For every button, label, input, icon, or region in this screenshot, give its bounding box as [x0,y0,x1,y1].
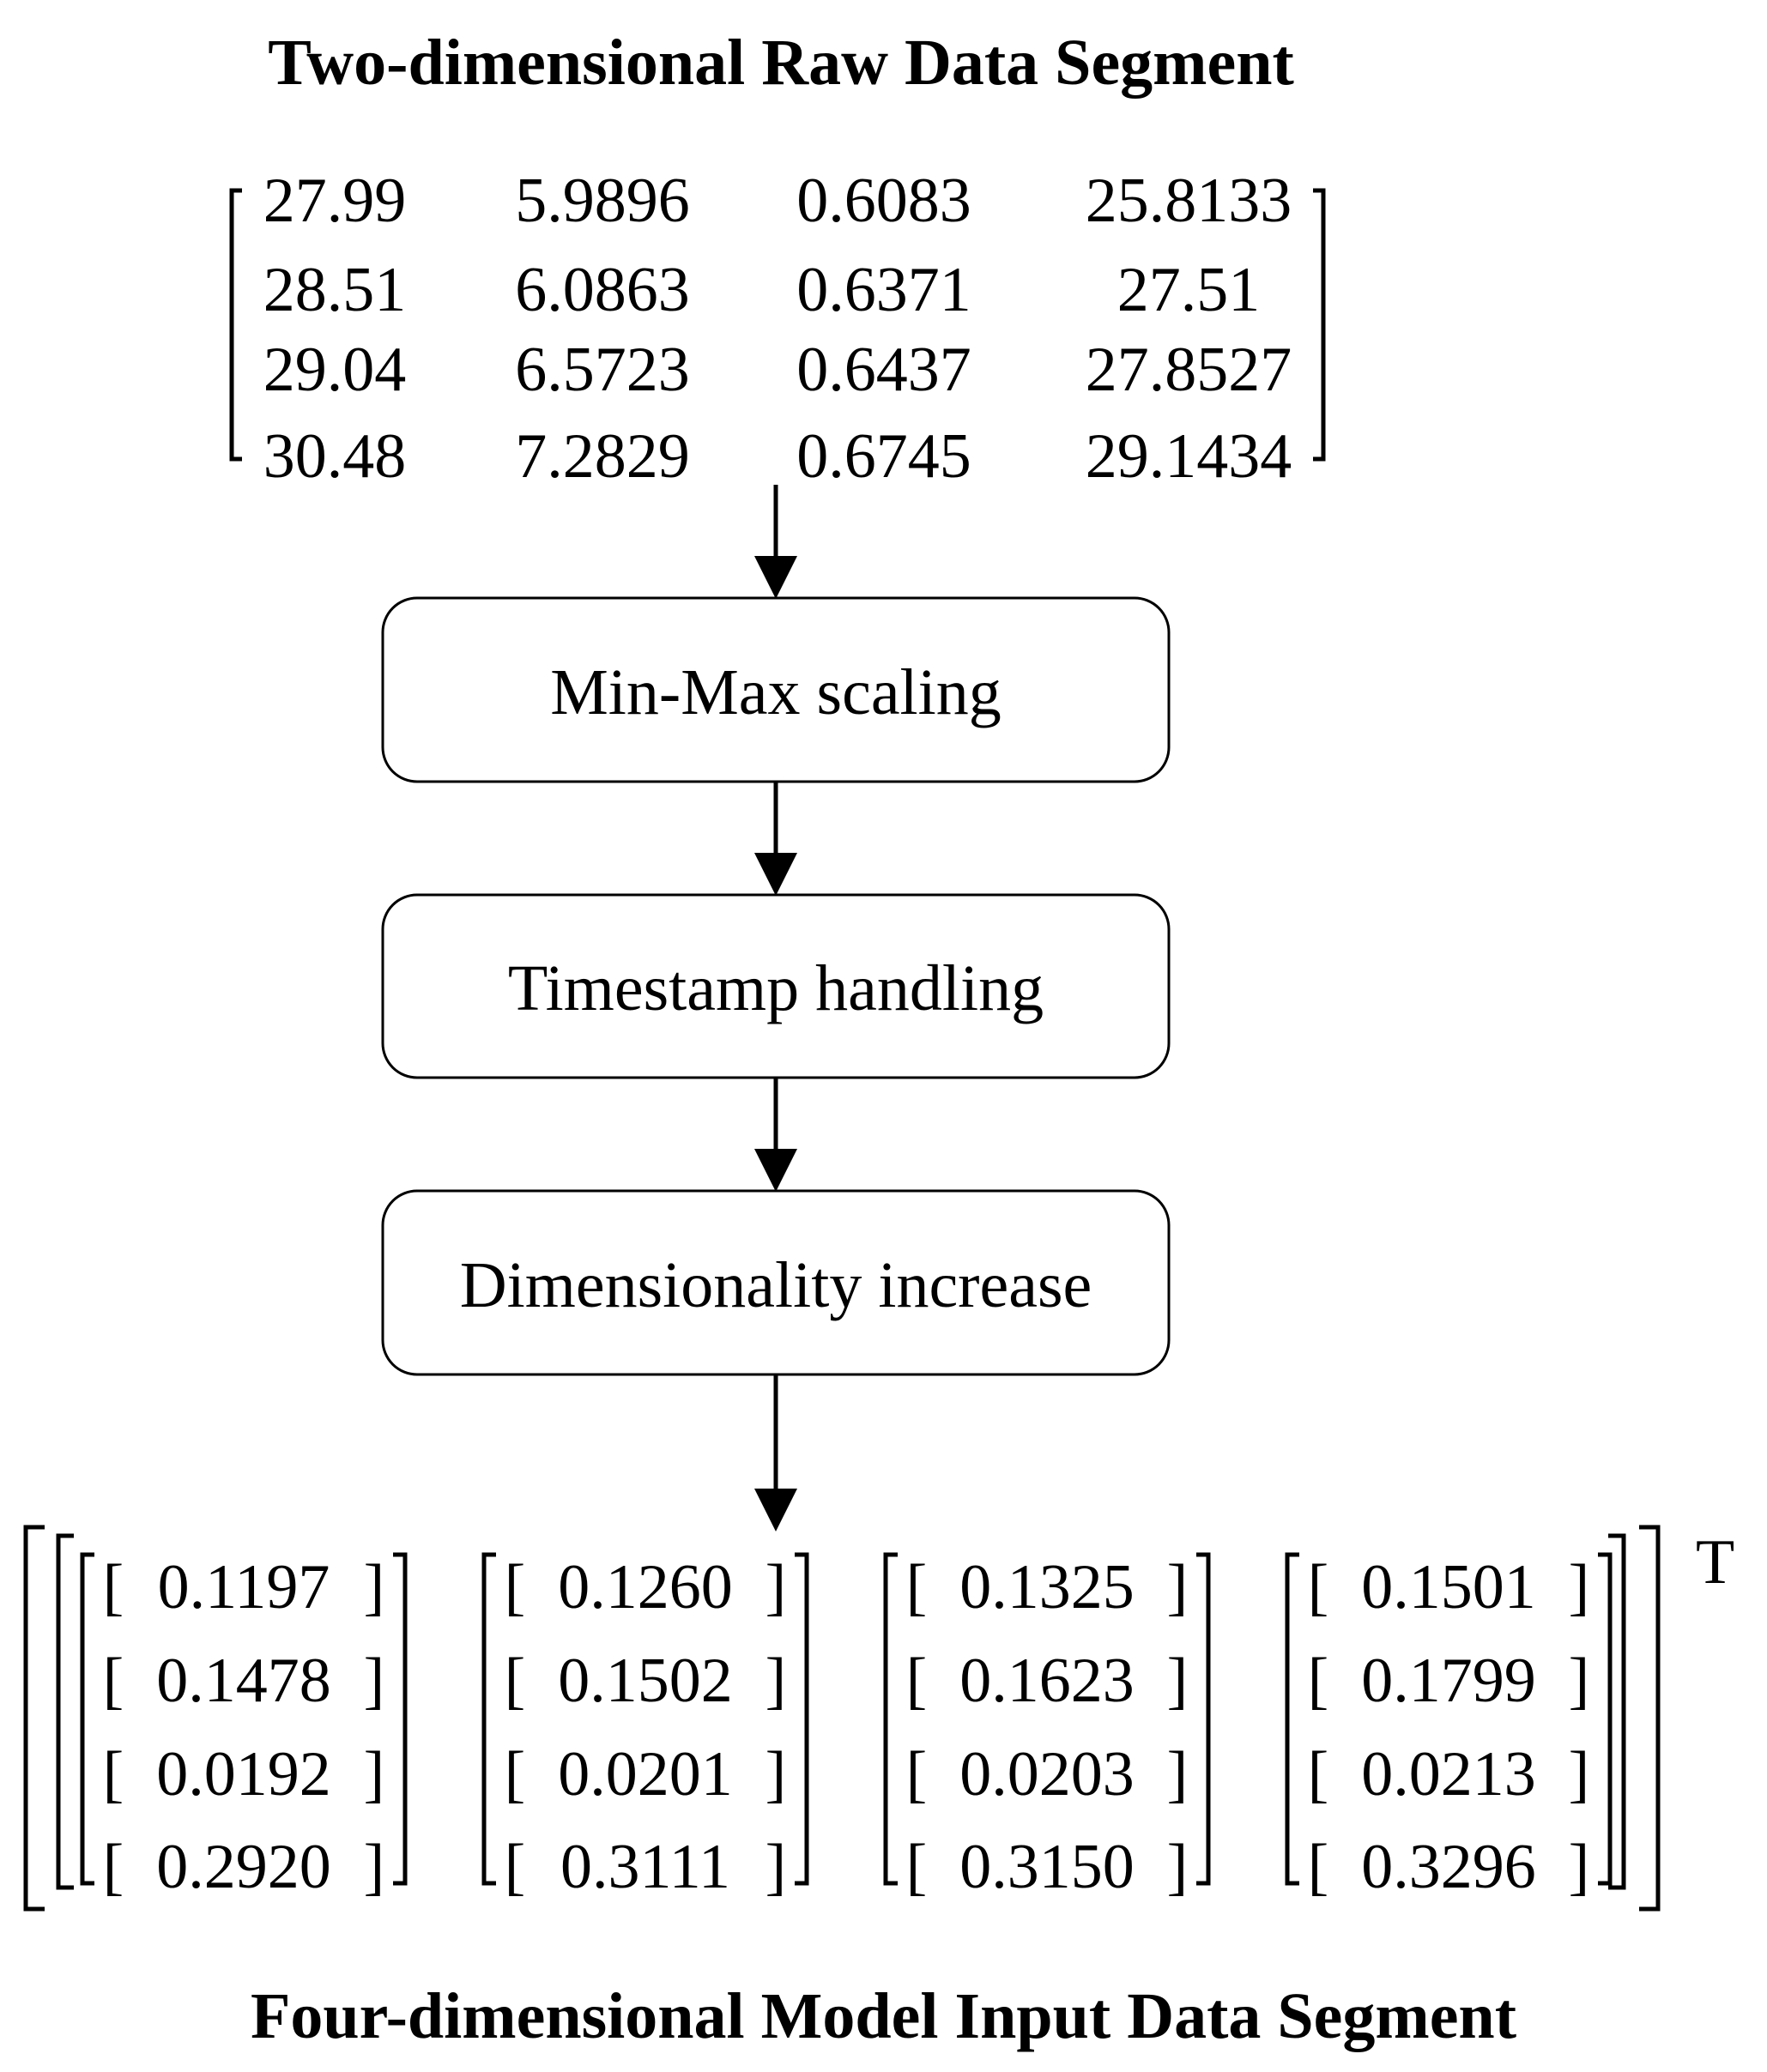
output-cell-value: 0.0213 [1361,1739,1536,1809]
output-column-left-bracket [1285,1552,1299,1886]
raw-matrix-cell: 0.6371 [796,255,971,325]
output-cell-open-bracket: [ [103,1646,124,1716]
output-cell-open-bracket: [ [505,1739,526,1809]
output-cell-close-bracket: ] [1569,1739,1590,1809]
output-cell-close-bracket: ] [364,1832,385,1902]
output-cell-open-bracket: [ [906,1832,928,1902]
output-cell-close-bracket: ] [364,1646,385,1716]
raw-matrix-cell: 29.1434 [1086,421,1292,492]
output-outer-left-bracket [23,1525,45,1912]
output-cell-value: 0.1623 [959,1646,1135,1716]
output-tensor: [0.1197] [0.1478] [0.0192] [0.2920] [0.1260]… [80,1552,1613,1902]
step-label-2: Timestamp handling [508,952,1044,1024]
output-column-right-bracket [1196,1552,1211,1886]
output-cell-close-bracket: ] [765,1552,787,1622]
output-cell-close-bracket: ] [1167,1739,1189,1809]
output-cell-close-bracket: ] [364,1739,385,1809]
output-cell-value: 0.0203 [959,1739,1135,1809]
output-cell-open-bracket: [ [103,1832,124,1902]
output-cell-value: 0.1260 [558,1552,733,1622]
step-box-2: Timestamp handling [381,893,1171,1079]
output-cell-value: 0.3111 [560,1832,730,1902]
output-cell-open-bracket: [ [505,1646,526,1716]
raw-matrix-cell: 5.9896 [515,166,690,236]
raw-matrix-cell: 0.6437 [796,335,971,405]
output-cell-open-bracket: [ [505,1832,526,1902]
output-cell-close-bracket: ] [1569,1832,1590,1902]
output-cell-value: 0.1501 [1361,1552,1536,1622]
output-cell-value: 0.1502 [558,1646,733,1716]
output-column-right-bracket [393,1552,408,1886]
raw-matrix-cell: 29.04 [263,335,407,405]
output-cell-value: 0.0201 [558,1739,733,1809]
raw-matrix-cell: 28.51 [263,255,407,325]
raw-matrix-cell: 27.51 [1117,255,1261,325]
output-cell-value: 0.0192 [156,1739,331,1809]
raw-matrix-cell: 27.99 [263,166,407,236]
output-cell-value: 0.1478 [156,1646,331,1716]
step-label-1: Min-Max scaling [550,656,1002,728]
output-column-right-bracket [795,1552,809,1886]
top-title: Two-dimensional Raw Data Segment [268,27,1294,99]
output-column-left-bracket [80,1552,94,1886]
step-box-1: Min-Max scaling [381,596,1171,783]
output-outer-right-bracket [1639,1525,1661,1912]
raw-matrix-cell: 6.5723 [515,335,690,405]
output-cell-open-bracket: [ [103,1552,124,1622]
output-cell-value: 0.1799 [1361,1646,1536,1716]
output-cell-close-bracket: ] [1167,1646,1189,1716]
output-column-right-bracket [1598,1552,1613,1886]
raw-matrix: 27.99 5.9896 0.6083 25.8133 28.51 6.0863 0.637… [263,166,1292,492]
output-column-left-bracket [883,1552,898,1886]
output-cell-value: 0.3296 [1361,1832,1536,1902]
output-cell-open-bracket: [ [906,1739,928,1809]
transpose-symbol: T [1696,1527,1734,1598]
raw-matrix-cell: 30.48 [263,421,407,492]
output-cell-close-bracket: ] [1167,1552,1189,1622]
raw-matrix-cell: 0.6745 [796,421,971,492]
step-box-3: Dimensionality increase [381,1189,1171,1376]
output-cell-close-bracket: ] [1569,1552,1590,1622]
output-cell-value: 0.1197 [158,1552,330,1622]
raw-matrix-left-bracket [229,188,242,462]
output-cell-close-bracket: ] [1167,1832,1189,1902]
raw-matrix-cell: 0.6083 [796,166,971,236]
raw-matrix-cell: 25.8133 [1086,166,1292,236]
step-label-3: Dimensionality increase [460,1249,1092,1321]
output-cell-close-bracket: ] [364,1552,385,1622]
bottom-title: Four-dimensional Model Input Data Segmen… [250,1980,1517,2052]
output-cell-open-bracket: [ [1308,1646,1329,1716]
raw-matrix-right-bracket [1313,188,1326,462]
output-cell-open-bracket: [ [1308,1832,1329,1902]
output-second-left-bracket [56,1533,74,1890]
output-cell-open-bracket: [ [1308,1739,1329,1809]
output-cell-close-bracket: ] [1569,1646,1590,1716]
output-second-right-bracket [1608,1533,1626,1890]
output-cell-value: 0.3150 [959,1832,1135,1902]
output-cell-open-bracket: [ [906,1552,928,1622]
output-cell-value: 0.2920 [156,1832,331,1902]
raw-matrix-cell: 27.8527 [1086,335,1292,405]
output-cell-close-bracket: ] [765,1832,787,1902]
output-outer-brackets [23,1525,1661,1912]
output-column-left-bracket [481,1552,496,1886]
raw-matrix-brackets [229,188,1326,462]
raw-matrix-cell: 6.0863 [515,255,690,325]
output-cell-open-bracket: [ [103,1739,124,1809]
raw-matrix-cell: 7.2829 [515,421,690,492]
output-cell-open-bracket: [ [1308,1552,1329,1622]
output-cell-open-bracket: [ [906,1646,928,1716]
output-cell-close-bracket: ] [765,1739,787,1809]
output-cell-value: 0.1325 [959,1552,1135,1622]
output-cell-close-bracket: ] [765,1646,787,1716]
output-cell-open-bracket: [ [505,1552,526,1622]
